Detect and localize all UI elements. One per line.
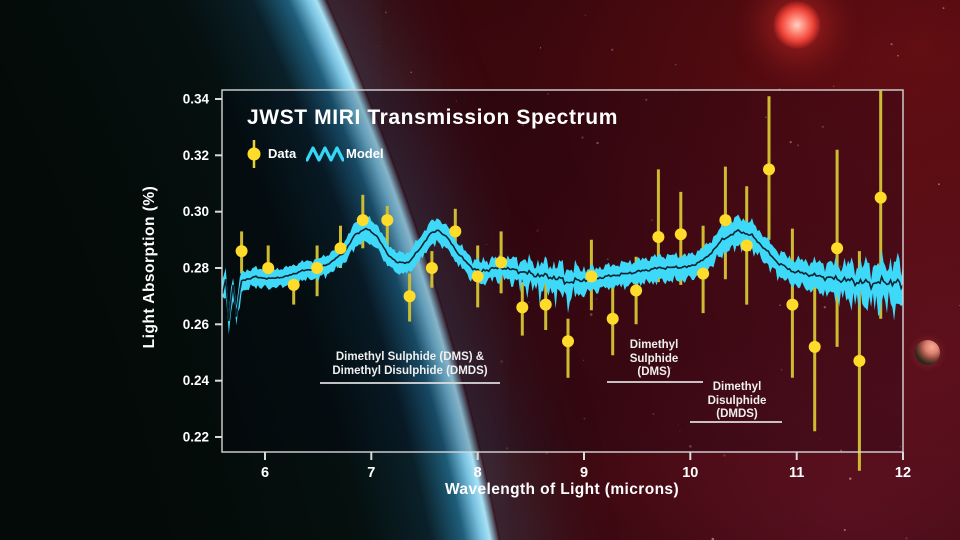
y-tick-label: 0.24: [183, 373, 210, 388]
x-tick-label: 7: [367, 465, 375, 481]
x-tick-label: 10: [682, 465, 698, 481]
annotation-underline-dms: [607, 381, 703, 383]
annotation-dms: Dimethyl Sulphide (DMS): [604, 339, 704, 380]
legend-data-label: Data: [268, 146, 297, 161]
annotation-line: Dimethyl Sulphide (DMS) &: [335, 351, 485, 363]
y-tick-label: 0.34: [183, 92, 210, 107]
annotation-line: Disulphide: [707, 394, 767, 407]
x-tick-label: 8: [474, 465, 482, 481]
annotation-underline-dms-dmds: [320, 382, 500, 384]
annotation-line: (DMDS): [716, 408, 758, 420]
annotation-line: Dimethyl Disulphide (DMDS): [332, 364, 488, 377]
annotation-line: Dimethyl: [629, 339, 679, 351]
x-tick-label: 9: [580, 465, 588, 481]
x-axis-label: Wavelength of Light (microns): [444, 481, 680, 498]
chart-legend: Data Model: [246, 138, 446, 170]
x-tick-label: 12: [895, 465, 911, 481]
y-tick-label: 0.28: [183, 261, 210, 276]
small-planet: [915, 340, 940, 365]
y-tick-label: 0.30: [183, 204, 209, 219]
annotation-line: Sulphide: [629, 352, 679, 365]
red-dwarf-star: [773, 1, 821, 49]
model-wave-icon: [306, 146, 344, 162]
x-tick-label: 6: [261, 465, 269, 481]
x-tick-label: 11: [789, 465, 804, 481]
data-point-icon: [247, 140, 261, 168]
annotation-underline-dmds: [690, 421, 782, 423]
chart-title: JWST MIRI Transmission Spectrum: [247, 106, 619, 129]
y-axis-label: Light Absorption (%): [141, 185, 158, 349]
y-tick-label: 0.26: [183, 317, 210, 332]
annotation-line: (DMS): [637, 366, 671, 378]
y-tick-label: 0.22: [183, 430, 209, 445]
legend-model-label: Model: [346, 146, 384, 161]
annotation-dms-and-dmds: Dimethyl Sulphide (DMS) & Dimethyl Disul…: [310, 351, 510, 378]
annotation-dmds: Dimethyl Disulphide (DMDS): [687, 381, 787, 422]
annotation-line: Dimethyl: [712, 381, 762, 393]
y-tick-label: 0.32: [183, 148, 209, 163]
